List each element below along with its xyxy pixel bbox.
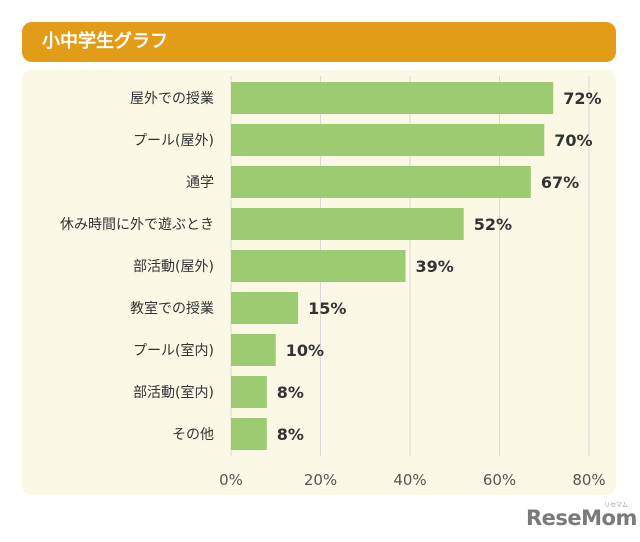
x-tick-label: 60%: [483, 471, 516, 489]
bar: [231, 418, 267, 450]
category-label: プール(室内): [133, 342, 214, 359]
bar: [231, 208, 464, 240]
value-label: 8%: [277, 425, 304, 444]
category-label: 休み時間に外で遊ぶとき: [60, 217, 214, 233]
bar: [231, 166, 531, 198]
resemom-logo: ReseMom: [526, 506, 637, 530]
chart-title-bar: 小中学生グラフ: [22, 22, 616, 62]
category-label: その他: [172, 427, 214, 443]
category-label: プール(屋外): [133, 133, 214, 149]
value-label: 72%: [563, 89, 601, 108]
value-label: 8%: [277, 383, 304, 402]
category-label: 部活動(室内): [133, 384, 214, 401]
bar: [231, 124, 545, 156]
category-label: 教室での授業: [130, 300, 214, 317]
x-tick-label: 20%: [304, 471, 337, 489]
bar: [231, 82, 554, 114]
bar: [231, 292, 299, 324]
x-tick-label: 0%: [219, 471, 243, 489]
x-tick-label: 80%: [572, 471, 605, 489]
bar: [231, 376, 267, 408]
value-label: 52%: [474, 215, 512, 234]
chart-title: 小中学生グラフ: [42, 31, 168, 52]
value-label: 15%: [308, 299, 346, 318]
value-label: 67%: [541, 173, 579, 192]
value-label: 70%: [554, 131, 592, 150]
category-label: 通学: [186, 175, 214, 191]
category-label: 屋外での授業: [130, 91, 214, 107]
category-label: 部活動(屋外): [133, 259, 214, 275]
bar: [231, 334, 276, 366]
value-label: 39%: [416, 257, 454, 276]
bar: [231, 250, 406, 282]
resemom-logo-sup: リセマム: [604, 502, 629, 509]
x-tick-label: 40%: [393, 471, 426, 489]
value-label: 10%: [286, 341, 324, 360]
